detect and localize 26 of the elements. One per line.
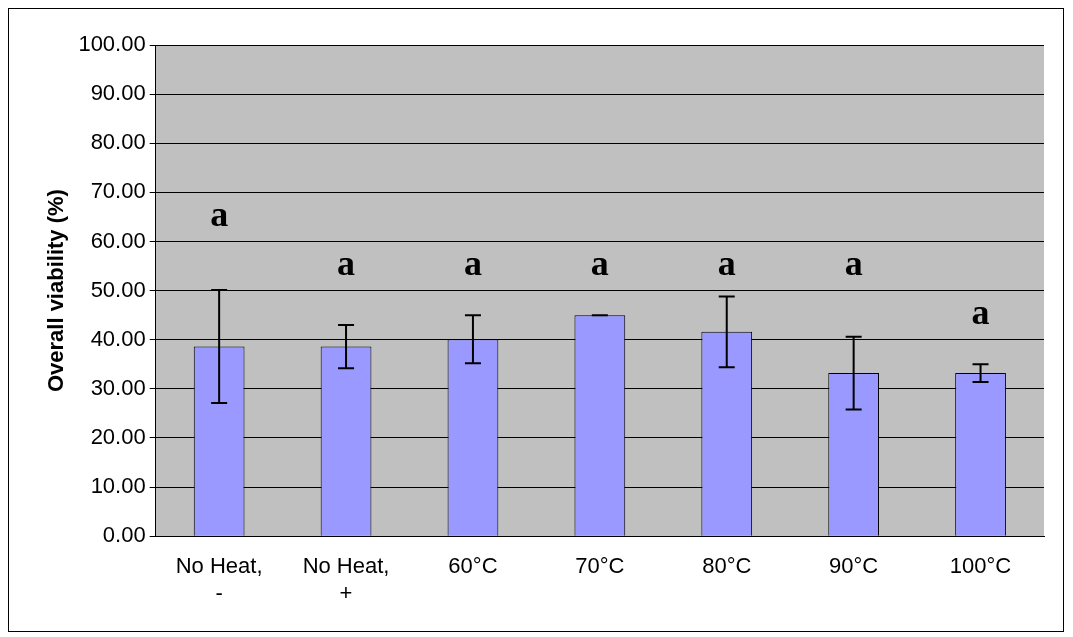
x-tick-label: 70°C: [575, 553, 625, 579]
x-tick-label: 60°C: [448, 553, 498, 579]
y-tick-label: 30.00: [90, 374, 146, 400]
annotation: a: [971, 292, 990, 333]
y-tick-label: 90.00: [90, 80, 146, 106]
y-tick-label: 10.00: [90, 473, 146, 499]
y-tick-label: 50.00: [90, 276, 146, 302]
y-tick-label: 100.00: [78, 31, 146, 57]
x-tick-label: 100°C: [949, 553, 1012, 579]
x-tick-label: 80°C: [702, 553, 752, 579]
annotation: a: [844, 243, 863, 284]
y-tick-label: 20.00: [90, 424, 146, 450]
y-tick-label: 40.00: [90, 325, 146, 351]
y-tick-label: 0.00: [102, 522, 146, 548]
y-tick-label: 70.00: [90, 178, 146, 204]
annotation: a: [337, 243, 356, 284]
x-tick-label: No Heat, -: [175, 553, 263, 605]
y-axis-title: Overall viability (%): [43, 189, 69, 393]
x-tick-label: No Heat, +: [302, 553, 390, 605]
annotation: a: [463, 243, 482, 284]
annotation: a: [590, 243, 609, 284]
y-tick-label: 60.00: [90, 227, 146, 253]
y-tick-label: 80.00: [90, 129, 146, 155]
annotation: a: [210, 194, 229, 235]
annotation: a: [717, 243, 736, 284]
x-tick-label: 90°C: [829, 553, 879, 579]
